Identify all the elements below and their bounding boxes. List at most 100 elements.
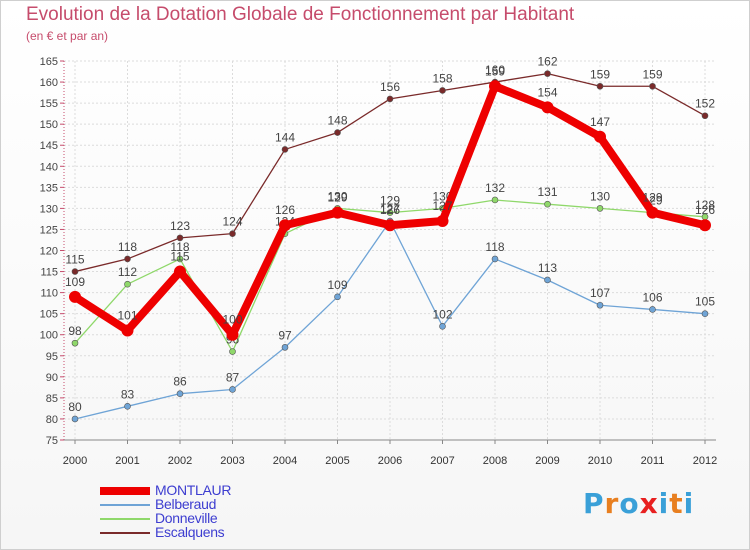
- data-label-belberaud: 83: [121, 387, 135, 401]
- data-point-donneville: [71, 339, 79, 347]
- data-point-escalquens: [649, 82, 656, 90]
- data-label-escalquens: 115: [65, 253, 84, 267]
- logo-letter: x: [639, 487, 659, 520]
- data-point-montlaur: [594, 130, 606, 143]
- proxiti-logo: Proxiti: [583, 487, 694, 520]
- y-tick-label: 150: [40, 119, 58, 131]
- y-tick-label: 130: [40, 203, 58, 215]
- data-point-escalquens: [124, 255, 131, 263]
- y-tick-label: 75: [46, 435, 58, 447]
- data-point-montlaur: [699, 219, 711, 232]
- logo-letter: i: [658, 487, 670, 520]
- y-tick-label: 105: [40, 309, 58, 321]
- data-label-donneville: 128: [695, 198, 715, 212]
- y-tick-label: 85: [46, 393, 58, 405]
- data-label-escalquens: 152: [695, 97, 715, 111]
- data-label-donneville: 129: [380, 194, 400, 208]
- data-point-belberaud: [439, 322, 446, 330]
- data-label-donneville: 98: [68, 324, 82, 338]
- legend-item-escalquens: Escalquens: [100, 524, 360, 540]
- data-point-escalquens: [596, 82, 604, 90]
- y-tick-label: 90: [46, 372, 58, 384]
- data-label-belberaud: 106: [642, 290, 662, 304]
- data-point-donneville: [596, 205, 604, 212]
- logo-letter: r: [604, 487, 620, 520]
- data-label-escalquens: 160: [485, 63, 505, 77]
- x-tick-label: 2011: [641, 455, 665, 467]
- data-label-escalquens: 144: [275, 130, 295, 144]
- x-tick-label: 2006: [378, 455, 402, 467]
- data-point-donneville: [229, 348, 236, 355]
- x-tick-label: 2010: [588, 455, 612, 467]
- data-label-escalquens: 159: [590, 67, 610, 81]
- data-point-donneville: [544, 200, 551, 208]
- data-label-belberaud: 127: [380, 202, 400, 216]
- data-point-montlaur: [174, 265, 186, 278]
- data-label-montlaur: 100: [222, 313, 242, 327]
- data-label-belberaud: 86: [173, 375, 187, 389]
- y-tick-label: 80: [46, 414, 58, 426]
- data-label-belberaud: 105: [695, 295, 715, 309]
- data-label-montlaur: 101: [117, 309, 137, 323]
- legend-swatch-montlaur: [100, 487, 150, 495]
- data-label-donneville: 130: [590, 189, 610, 203]
- y-tick-label: 145: [40, 140, 58, 152]
- data-label-montlaur: 126: [275, 203, 295, 217]
- data-label-escalquens: 118: [118, 240, 137, 254]
- data-label-montlaur: 115: [170, 250, 189, 264]
- data-label-belberaud: 87: [226, 370, 240, 384]
- data-label-belberaud: 107: [590, 286, 610, 300]
- y-tick-label: 120: [40, 246, 58, 258]
- data-point-donneville: [386, 209, 394, 216]
- y-tick-label: 115: [40, 267, 58, 279]
- data-point-belberaud: [176, 390, 184, 397]
- data-label-belberaud: 97: [278, 328, 292, 342]
- data-point-montlaur: [646, 206, 659, 219]
- data-point-escalquens: [701, 112, 709, 120]
- logo-letter: i: [683, 487, 695, 520]
- legend-swatch-escalquens: [100, 532, 150, 534]
- chart-subtitle: (en € et par an): [26, 29, 109, 43]
- data-label-escalquens: 156: [380, 80, 400, 94]
- data-label-escalquens: 123: [170, 219, 190, 233]
- data-point-belberaud: [491, 255, 499, 263]
- x-tick-label: 2012: [693, 455, 717, 467]
- x-tick-label: 2008: [483, 455, 507, 467]
- data-label-escalquens: 159: [642, 67, 662, 81]
- legend-swatch-belberaud: [100, 504, 150, 506]
- legend-item-montlaur: MONTLAUR: [100, 482, 360, 498]
- data-point-montlaur: [69, 290, 81, 303]
- data-point-belberaud: [649, 306, 656, 313]
- data-label-donneville: 112: [118, 265, 137, 279]
- y-tick-label: 100: [40, 330, 58, 342]
- legend-label-belberaud: Belberaud: [155, 496, 217, 512]
- data-label-donneville: 118: [170, 240, 189, 254]
- data-point-montlaur: [279, 219, 291, 232]
- legend-label-montlaur: MONTLAUR: [155, 482, 232, 498]
- y-tick-label: 110: [40, 288, 58, 300]
- logo-letter: P: [583, 487, 605, 520]
- data-point-montlaur: [384, 219, 396, 232]
- logo-letter: o: [619, 487, 640, 520]
- data-label-belberaud: 109: [327, 278, 347, 292]
- data-label-montlaur: 126: [695, 203, 715, 217]
- y-tick-label: 160: [40, 77, 58, 89]
- data-point-belberaud: [281, 344, 289, 351]
- data-label-escalquens: 124: [222, 215, 242, 229]
- data-label-donneville: 131: [537, 185, 557, 199]
- legend: MONTLAUR Belberaud Donneville Escalquens: [100, 482, 360, 540]
- data-point-escalquens: [176, 234, 184, 242]
- y-tick-label: 95: [46, 351, 58, 363]
- data-point-belberaud: [229, 386, 236, 393]
- data-point-escalquens: [71, 268, 79, 275]
- x-tick-label: 2002: [168, 455, 192, 467]
- data-label-donneville: 130: [327, 189, 347, 203]
- data-label-belberaud: 102: [432, 307, 452, 321]
- data-point-belberaud: [544, 276, 551, 284]
- data-point-donneville: [491, 196, 499, 204]
- data-label-montlaur: 129: [642, 191, 662, 205]
- data-point-belberaud: [124, 403, 131, 410]
- data-point-escalquens: [281, 146, 289, 153]
